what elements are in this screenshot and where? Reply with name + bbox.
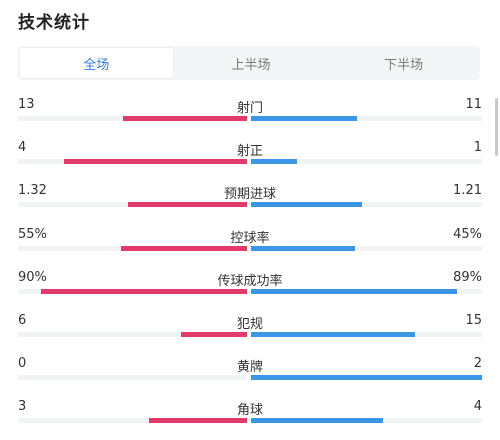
home-value: 90% — [18, 270, 47, 285]
tab-full-match[interactable]: 全场 — [19, 47, 174, 79]
away-bar — [251, 289, 457, 294]
stat-row-possession: 55% 控球率 45% — [0, 227, 500, 267]
stat-row-corners: 3 角球 4 — [0, 399, 500, 439]
away-track — [251, 246, 482, 251]
away-track — [251, 418, 482, 423]
stat-label: 角球 — [236, 403, 263, 418]
home-value: 6 — [18, 313, 27, 328]
stat-label: 犯规 — [236, 317, 263, 332]
period-tabs: 全场 上半场 下半场 — [18, 46, 480, 80]
away-bar — [251, 159, 298, 164]
home-bar — [127, 202, 247, 207]
stat-row-yellow-cards: 0 黄牌 2 — [0, 356, 500, 396]
away-track — [251, 116, 482, 121]
stat-label: 黄牌 — [236, 360, 263, 375]
away-bar — [251, 418, 383, 423]
home-value: 4 — [18, 140, 27, 155]
home-track — [18, 375, 247, 380]
scrollbar[interactable] — [495, 98, 498, 156]
away-track — [251, 332, 482, 337]
home-bar — [63, 159, 247, 164]
home-bar — [40, 289, 247, 294]
home-track — [18, 332, 247, 337]
stat-label: 射正 — [236, 144, 263, 159]
home-value: 0 — [18, 356, 27, 371]
stat-row-pass-accuracy: 90% 传球成功率 89% — [0, 270, 500, 310]
away-value: 4 — [473, 399, 482, 414]
away-bar — [251, 246, 355, 251]
away-value: 1.21 — [453, 183, 482, 198]
stat-label: 控球率 — [230, 231, 270, 246]
away-bar — [251, 375, 482, 380]
tab-second-half[interactable]: 下半场 — [384, 57, 424, 73]
home-track — [18, 418, 247, 423]
away-value: 45% — [453, 227, 482, 242]
away-value: 15 — [465, 313, 482, 328]
tab-first-half[interactable]: 上半场 — [231, 57, 271, 73]
away-track — [251, 289, 482, 294]
home-track — [18, 159, 247, 164]
stat-row-shots: 13 射门 11 — [0, 97, 500, 137]
page-title: 技术统计 — [18, 13, 90, 33]
stat-row-shots-on-target: 4 射正 1 — [0, 140, 500, 180]
away-value: 89% — [453, 270, 482, 285]
stat-row-expected-goals: 1.32 预期进球 1.21 — [0, 183, 500, 223]
home-value: 55% — [18, 227, 47, 242]
home-track — [18, 246, 247, 251]
home-bar — [180, 332, 247, 337]
home-bar — [148, 418, 247, 423]
stat-label: 射门 — [236, 101, 263, 116]
away-bar — [251, 202, 362, 207]
away-track — [251, 202, 482, 207]
home-track — [18, 202, 247, 207]
home-bar — [123, 116, 247, 121]
home-track — [18, 116, 247, 121]
away-value: 2 — [473, 356, 482, 371]
home-value: 3 — [18, 399, 27, 414]
away-track — [251, 159, 482, 164]
home-track — [18, 289, 247, 294]
stat-label: 传球成功率 — [217, 274, 283, 289]
stat-row-fouls: 6 犯规 15 — [0, 313, 500, 353]
home-bar — [121, 246, 247, 251]
home-value: 13 — [18, 97, 35, 112]
away-value: 1 — [473, 140, 482, 155]
home-value: 1.32 — [18, 183, 47, 198]
away-bar — [251, 332, 415, 337]
away-value: 11 — [465, 97, 482, 112]
stat-label: 预期进球 — [223, 187, 276, 202]
away-track — [251, 375, 482, 380]
away-bar — [251, 116, 358, 121]
